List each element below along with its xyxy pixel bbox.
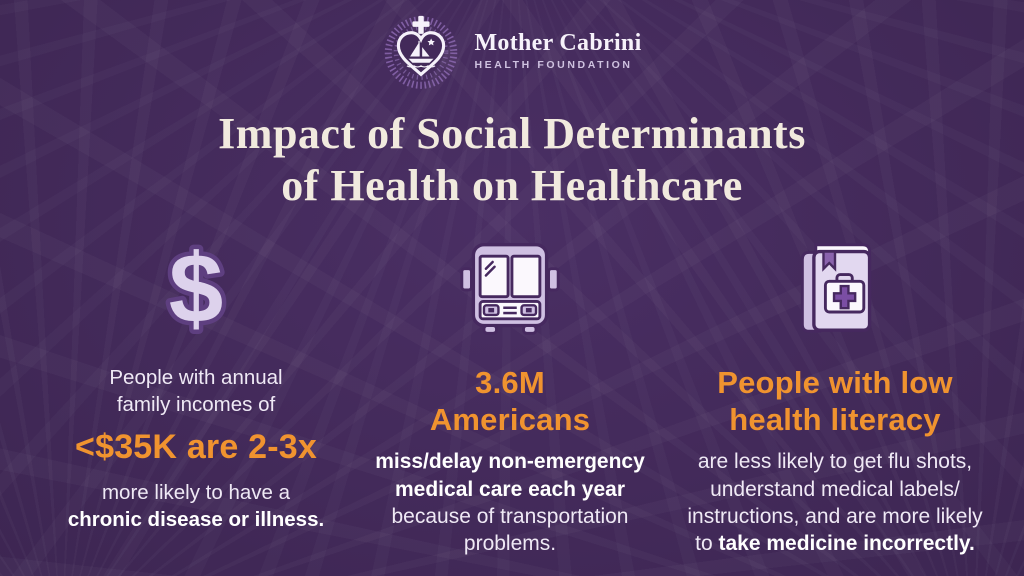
text-segment: to bbox=[695, 532, 719, 556]
health-literacy-text: are less likely to get flu shots, unders… bbox=[668, 448, 1002, 557]
text-line: more likely to have a bbox=[101, 481, 290, 505]
stat-line: People with low bbox=[717, 365, 953, 400]
text-line-mixed: to take medicine incorrectly. bbox=[668, 530, 1002, 557]
brand-header: Mother Cabrini HEALTH FOUNDATION bbox=[0, 12, 1024, 90]
stat-column-income: $ People with annual family incomes of <… bbox=[40, 234, 352, 558]
title-line-1: Impact of Social Determinants bbox=[218, 109, 806, 158]
stat-line: health literacy bbox=[729, 402, 941, 438]
text-segment-bold: take medicine incorrectly. bbox=[718, 532, 975, 556]
stat-line: Americans bbox=[429, 402, 591, 438]
heart-cross-rays-icon bbox=[382, 12, 460, 90]
stat-line: 3.6M bbox=[475, 365, 545, 400]
text-line: instructions, and are more likely bbox=[687, 504, 983, 528]
income-stat: <$35K are 2-3x bbox=[75, 428, 317, 467]
dollar-glyph: $ bbox=[169, 236, 224, 340]
stat-column-transportation: 3.6M Americans miss/delay non-emergency … bbox=[357, 234, 663, 558]
stat-columns: $ People with annual family incomes of <… bbox=[40, 234, 1002, 558]
text-line: problems. bbox=[463, 532, 557, 556]
transportation-regular-text: because of transportation problems. bbox=[357, 503, 663, 558]
transportation-stat: 3.6M Americans bbox=[357, 364, 663, 438]
title-line-2: of Health on Healthcare bbox=[281, 160, 743, 210]
text-line: People with annual bbox=[109, 366, 283, 389]
medical-book-icon bbox=[668, 234, 1002, 342]
dollar-sign-icon: $ bbox=[40, 234, 352, 342]
text-line: family incomes of bbox=[116, 393, 276, 417]
brand-subtitle: HEALTH FOUNDATION bbox=[474, 59, 633, 72]
text-line-bold: chronic disease or illness. bbox=[67, 508, 325, 532]
income-tail: more likely to have a chronic disease or… bbox=[40, 479, 352, 533]
health-literacy-stat: People with low health literacy bbox=[668, 364, 1002, 438]
transportation-bold-text: miss/delay non-emergency medical care ea… bbox=[357, 448, 663, 503]
brand-text: Mother Cabrini HEALTH FOUNDATION bbox=[474, 30, 641, 72]
text-line: understand medical labels/ bbox=[710, 477, 960, 501]
text-line: because of transportation bbox=[391, 504, 629, 528]
text-line-bold: miss/delay non-emergency bbox=[375, 450, 645, 474]
page-title: Impact of Social Determinants of Health … bbox=[0, 108, 1024, 212]
income-intro: People with annual family incomes of bbox=[40, 364, 352, 418]
brand-name: Mother Cabrini bbox=[474, 30, 642, 57]
text-line-bold: medical care each year bbox=[395, 477, 625, 501]
bus-icon bbox=[357, 234, 663, 342]
stat-column-health-literacy: People with low health literacy are less… bbox=[668, 234, 1002, 558]
text-line: are less likely to get flu shots, bbox=[697, 450, 973, 474]
